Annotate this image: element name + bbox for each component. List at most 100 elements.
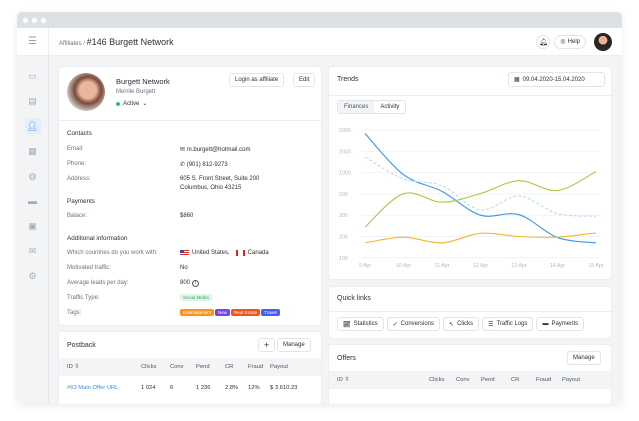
col-cr: CR <box>511 377 520 383</box>
user-avatar[interactable] <box>594 32 612 51</box>
x-tick-label: 10 Apr <box>396 263 412 269</box>
payments-link[interactable]: ▬ Payments <box>536 317 585 331</box>
offers-title: Offers <box>337 355 356 362</box>
col-id[interactable]: ID ⇳ <box>337 377 350 383</box>
y-tick-label: 300 <box>339 213 348 219</box>
app-window: ☰ Affiliates / #146 Burgett Network 🔔︎ ◎… <box>17 12 622 404</box>
x-tick-label: 13 Apr <box>511 263 527 269</box>
col-id[interactable]: ID ⇳ <box>67 364 80 370</box>
trends-tabs: Finances Activity <box>337 100 407 114</box>
dashboard-icon[interactable]: ▭ <box>28 70 37 81</box>
mail-icon[interactable]: ✉ <box>28 245 37 256</box>
leads-text: 800 <box>180 280 191 286</box>
manage-postback-button[interactable]: Manage <box>277 338 311 352</box>
col-pend: Pend <box>196 364 210 370</box>
col-payout: Payout <box>270 364 289 370</box>
postback-card: Postback + Manage ID ⇳ Clicks Conv Pend … <box>59 332 321 404</box>
x-tick-label: 14 Apr <box>550 263 566 269</box>
tag-badge: Travel <box>261 309 280 316</box>
col-clicks: Clicks <box>141 364 157 370</box>
col-pend: Pend <box>481 377 495 383</box>
chart-icon: 📈︎ <box>343 321 351 328</box>
phone-value: ✆ (901) 812-9273 <box>180 161 228 168</box>
trends-title: Trends <box>337 76 359 83</box>
chevron-down-icon: ⌄ <box>142 101 148 107</box>
clicks-link[interactable]: ↖ Clicks <box>443 317 480 331</box>
col-conv: Conv <box>456 377 470 383</box>
cell: 1 024 <box>141 385 156 391</box>
tab-activity[interactable]: Activity <box>380 104 400 110</box>
breadcrumb: Affiliates / #146 Burgett Network <box>59 37 174 47</box>
manage-offers-button[interactable]: Manage <box>567 351 601 365</box>
email-text: m.burgett@hotmail.com <box>186 147 251 153</box>
series-line-3 <box>364 232 597 244</box>
affiliate-card: Burgett Network Merrile Burgett Active ⌄ … <box>59 67 321 325</box>
help-button[interactable]: ◎ Help <box>554 34 586 49</box>
conversions-link[interactable]: ✓ Conversions <box>386 317 441 331</box>
leads-label: Average leads per day: <box>67 280 129 286</box>
billing-icon[interactable]: ▣ <box>28 220 37 231</box>
x-tick-label: 11 Apr <box>435 263 450 269</box>
reports-icon[interactable]: ▤ <box>28 95 37 106</box>
settings-icon[interactable]: ⚙ <box>28 270 37 281</box>
payments-icon[interactable]: ▬ <box>28 196 37 206</box>
status-dropdown[interactable]: Active ⌄ <box>116 100 147 107</box>
motivated-value: No <box>180 265 188 271</box>
tab-finances[interactable]: Finances <box>338 101 375 113</box>
country-canada: Canada <box>247 250 269 256</box>
add-postback-button[interactable]: + <box>258 338 276 352</box>
y-tick-label: 500 <box>339 192 348 198</box>
cell: 2.8% <box>225 385 239 391</box>
affiliates-icon[interactable]: 👤︎ <box>24 118 41 134</box>
address-line1: 605 S. Front Street, Suite 200 <box>180 176 260 182</box>
menu-icon[interactable]: ☰ <box>17 27 49 56</box>
phone-text: (901) 812-9273 <box>186 162 228 168</box>
col-clicks: Clicks <box>429 377 445 383</box>
x-tick-label: 12 Apr <box>473 263 489 269</box>
affiliate-avatar <box>67 73 105 111</box>
col-conv: Conv <box>170 364 184 370</box>
y-tick-label: 1000 <box>339 171 351 177</box>
email-value[interactable]: ✉ m.burgett@hotmail.com <box>180 146 250 153</box>
globe-icon[interactable]: ◍ <box>28 170 37 181</box>
canada-flag-icon <box>235 250 245 256</box>
series-line-1 <box>364 156 597 217</box>
table-row: #63 Main Offer URL 1 024 6 1 236 2.8% 12… <box>59 378 321 398</box>
offers-card: Offers Manage ID ⇳ Clicks Conv Pend CR F… <box>329 345 611 404</box>
traffic-type-label: Traffic Type: <box>67 295 100 301</box>
sidebar: ▭ ▤ 👤︎ ▦ ◍ ▬ ▣ ✉ ⚙ <box>17 56 49 404</box>
affiliate-person: Merrile Burgett <box>116 89 156 95</box>
x-tick-label: 9 Apr <box>359 263 372 269</box>
traffic-logs-link[interactable]: ☰ Traffic Logs <box>482 317 534 331</box>
phone-icon: ✆ <box>180 162 187 168</box>
email-label: Email: <box>67 146 84 152</box>
affiliate-name: Burgett Network <box>116 77 170 86</box>
address-label: Address: <box>67 176 91 182</box>
offers-icon[interactable]: ▦ <box>28 145 37 156</box>
quick-links-card: Quick links 📈︎ Statistics ✓ Conversions ↖ C… <box>329 287 611 338</box>
leads-value: 800 i <box>180 280 199 287</box>
traffic-type-badge: Social Media <box>180 294 212 301</box>
login-as-affiliate-button[interactable]: Login as affiliate <box>229 73 285 87</box>
us-flag-icon <box>180 250 189 256</box>
list-icon: ☰ <box>488 321 494 328</box>
divider <box>59 120 321 121</box>
balance-label: Balace: <box>67 213 88 219</box>
y-tick-label: 100 <box>339 256 348 262</box>
phone-label: Phone: <box>67 161 87 167</box>
payments-heading: Payments <box>67 198 95 205</box>
breadcrumb-parent[interactable]: Affiliates / <box>59 40 85 47</box>
bell-icon[interactable]: 🔔︎ <box>536 34 551 49</box>
statistics-link[interactable]: 📈︎ Statistics <box>337 317 384 331</box>
cell: 12% <box>248 385 260 391</box>
cell: $ 3.610.23 <box>270 385 298 391</box>
edit-button[interactable]: Edit <box>293 73 316 87</box>
info-icon[interactable]: i <box>191 280 199 287</box>
table-header: ID ⇳ Clicks Conv Pend CR Fraud Payout <box>329 371 611 389</box>
y-tick-label: 2000 <box>339 149 351 155</box>
date-range-picker[interactable]: ▦ 09.04.2020-15.04.2020 <box>508 72 605 87</box>
postback-link[interactable]: #63 Main Offer URL <box>67 385 119 391</box>
calendar-icon: ▦ <box>514 77 520 83</box>
tag-badge: New <box>215 309 231 316</box>
status-label: Active <box>123 100 140 107</box>
